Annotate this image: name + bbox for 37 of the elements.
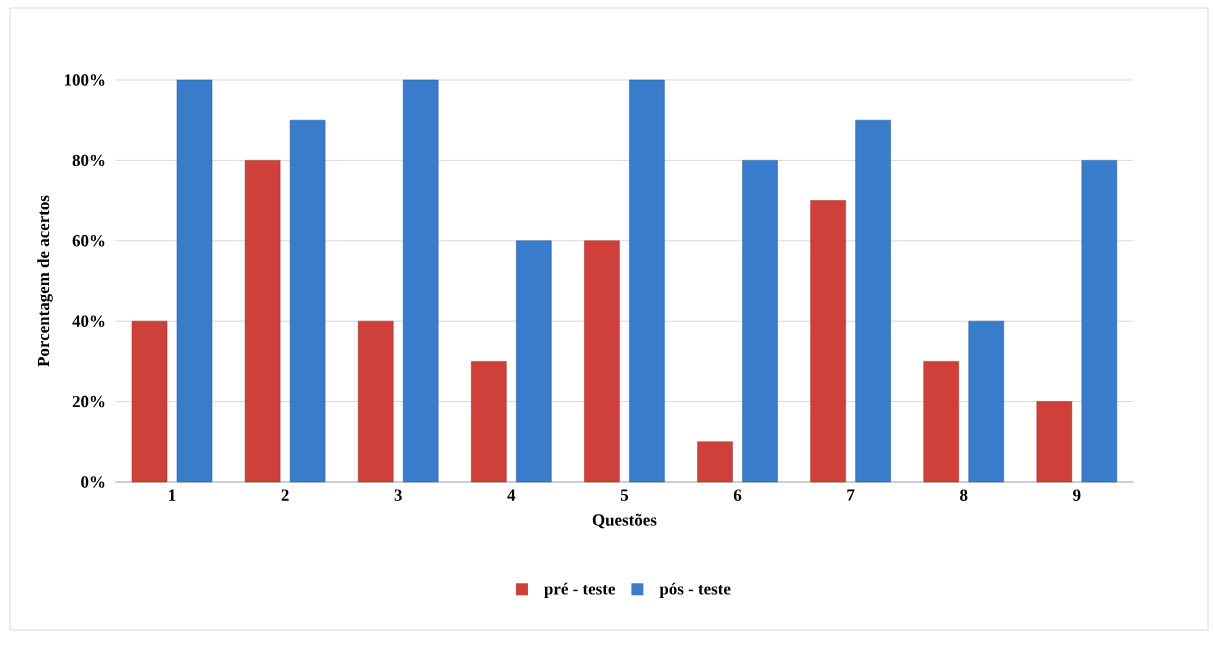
bar <box>1081 160 1118 483</box>
x-tick-label: 1 <box>169 489 176 501</box>
x-tick-label: 7 <box>847 489 855 501</box>
bar <box>629 79 665 483</box>
bar <box>131 320 168 483</box>
bar <box>968 320 1004 483</box>
x-axis-title: Questões <box>592 513 657 529</box>
bar <box>357 320 394 483</box>
y-tick-label: 100% <box>64 74 105 86</box>
y-tick-label: 20% <box>72 395 105 408</box>
bar <box>584 240 620 483</box>
bar <box>810 200 846 483</box>
bar <box>1036 401 1073 483</box>
y-tick-label: 0% <box>81 476 105 488</box>
bar <box>244 160 281 483</box>
legend-label: pós - teste <box>659 582 731 599</box>
x-tick-label: 2 <box>281 489 289 501</box>
x-tick-label: 5 <box>620 489 629 501</box>
bar <box>516 240 552 483</box>
bar <box>402 79 439 483</box>
bar <box>289 119 326 483</box>
y-axis-title: Porcentagem de acertos <box>37 195 53 367</box>
bar <box>471 361 507 483</box>
x-tick-label: 6 <box>733 489 742 501</box>
x-tick-label: 9 <box>1073 489 1081 501</box>
bar <box>923 361 959 483</box>
bar <box>855 119 891 483</box>
bar <box>742 160 778 483</box>
y-tick-label: 40% <box>72 315 105 327</box>
x-tick-label: 8 <box>960 489 968 501</box>
y-tick-label: 60% <box>72 235 105 247</box>
bar <box>697 441 733 483</box>
y-tick-label: 80% <box>72 154 105 167</box>
x-tick-label: 4 <box>507 489 516 501</box>
bar <box>176 79 213 483</box>
x-tick-label: 3 <box>394 489 402 501</box>
legend-label: pré - teste <box>544 582 615 599</box>
